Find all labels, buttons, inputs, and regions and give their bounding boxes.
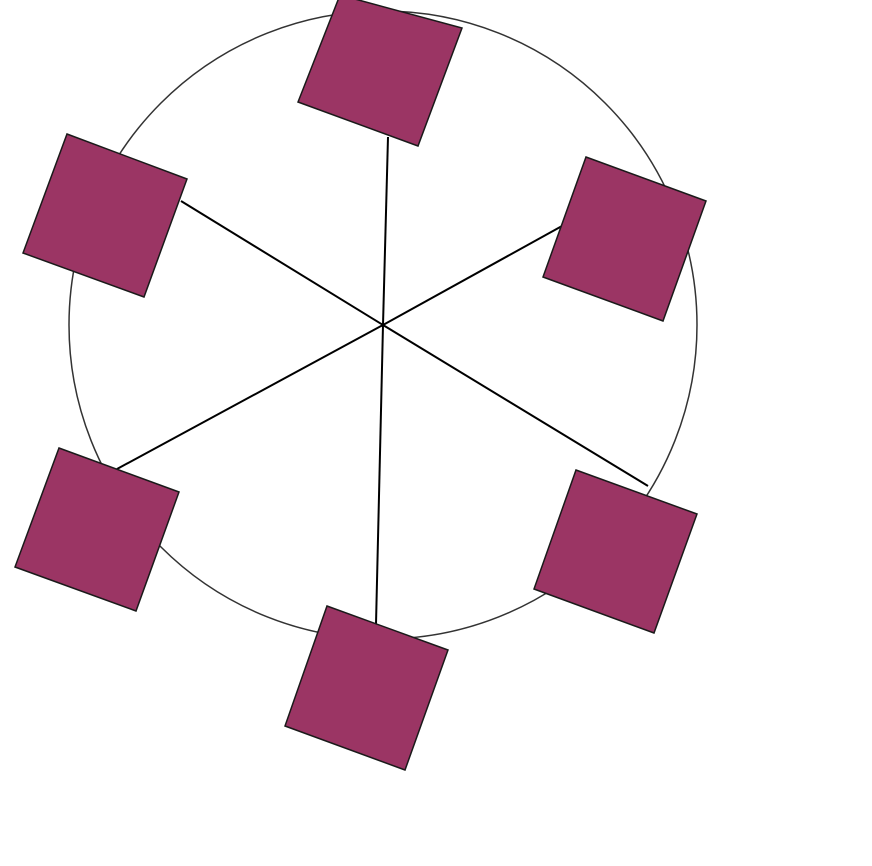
spoke-lower-right [382, 324, 649, 487]
node-upper-left [22, 133, 188, 298]
nodes-group [14, 0, 707, 771]
spoke-upper-right [382, 225, 563, 326]
node-top [297, 0, 463, 147]
node-upper-right [542, 156, 707, 322]
node-lower-left [14, 447, 180, 612]
spokes-group [116, 136, 649, 625]
node-bottom [284, 605, 449, 771]
spoke-lower-left [116, 324, 384, 470]
node-lower-right [533, 469, 698, 634]
spoke-top [382, 136, 389, 326]
spoke-bottom [375, 324, 384, 625]
spoke-upper-left [180, 200, 384, 326]
